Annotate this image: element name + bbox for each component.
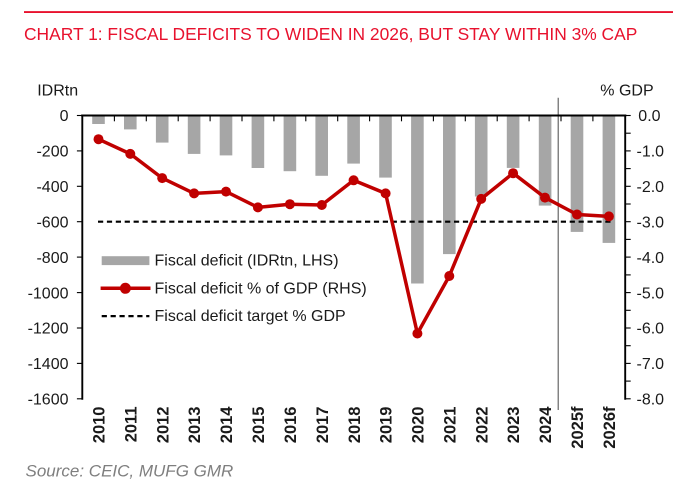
svg-text:CHART 1: FISCAL DEFICITS TO WI: CHART 1: FISCAL DEFICITS TO WIDEN IN 202…: [24, 24, 637, 44]
svg-text:-8.0: -8.0: [637, 392, 665, 409]
svg-text:2021: 2021: [441, 407, 459, 444]
svg-text:2018: 2018: [346, 407, 364, 444]
svg-text:2022: 2022: [473, 407, 491, 444]
svg-text:0.0: 0.0: [638, 108, 660, 125]
svg-text:-1600: -1600: [28, 392, 69, 409]
svg-text:2024: 2024: [537, 406, 555, 444]
svg-text:-6.0: -6.0: [637, 321, 665, 338]
svg-text:-600: -600: [36, 214, 68, 231]
svg-text:-400: -400: [36, 179, 68, 196]
svg-text:2015: 2015: [250, 407, 268, 444]
svg-text:-200: -200: [36, 144, 68, 161]
svg-text:% GDP: % GDP: [600, 83, 653, 100]
svg-text:-3.0: -3.0: [637, 214, 665, 231]
svg-text:Fiscal deficit % of GDP (RHS): Fiscal deficit % of GDP (RHS): [155, 280, 367, 297]
svg-text:2012: 2012: [154, 407, 172, 444]
svg-text:2016: 2016: [282, 407, 300, 444]
svg-text:2010: 2010: [91, 407, 109, 444]
svg-text:-1200: -1200: [28, 321, 69, 338]
svg-text:-800: -800: [36, 250, 68, 267]
svg-text:2011: 2011: [122, 407, 140, 443]
svg-text:2026f: 2026f: [601, 406, 619, 449]
svg-text:2017: 2017: [314, 407, 332, 444]
svg-text:Source: CEIC, MUFG GMR: Source: CEIC, MUFG GMR: [26, 462, 234, 481]
svg-text:-2.0: -2.0: [637, 179, 665, 196]
svg-text:-5.0: -5.0: [637, 285, 665, 302]
svg-text:0: 0: [60, 108, 69, 125]
svg-text:2013: 2013: [186, 407, 204, 444]
svg-text:-1.0: -1.0: [637, 144, 665, 161]
svg-text:Fiscal deficit (IDRtn, LHS): Fiscal deficit (IDRtn, LHS): [155, 253, 339, 270]
svg-text:2019: 2019: [378, 407, 396, 444]
svg-text:-1400: -1400: [28, 356, 69, 373]
svg-text:2025f: 2025f: [569, 406, 587, 449]
svg-text:IDRtn: IDRtn: [37, 83, 78, 100]
svg-text:2020: 2020: [410, 407, 428, 444]
svg-text:-4.0: -4.0: [637, 250, 665, 267]
svg-text:2023: 2023: [505, 407, 523, 444]
svg-text:Fiscal deficit target % GDP: Fiscal deficit target % GDP: [155, 308, 346, 325]
svg-text:2014: 2014: [218, 406, 236, 444]
svg-text:-7.0: -7.0: [637, 356, 665, 373]
svg-text:-1000: -1000: [28, 285, 69, 302]
